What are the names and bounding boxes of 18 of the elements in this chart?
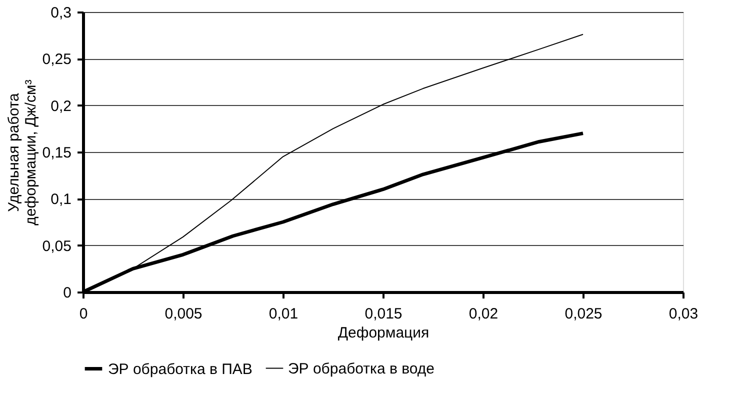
x-tick-label: 0,03 — [668, 306, 698, 322]
x-tick-label: 0,005 — [164, 306, 202, 322]
y-tick-label: 0,25 — [42, 51, 72, 68]
y-tick-label: 0,3 — [50, 4, 72, 22]
y-tick-label: 0,1 — [50, 191, 72, 208]
legend-label: ЭР обработка в ПАВ — [108, 360, 252, 378]
x-tick-label: 0,01 — [268, 306, 298, 322]
x-tick-label: 0,015 — [364, 306, 402, 322]
x-tick-label: 0,025 — [564, 306, 602, 322]
x-tick-label: 0,02 — [468, 306, 498, 322]
y-tick-label: 0 — [63, 284, 72, 302]
y-tick-label: 0,15 — [42, 144, 72, 162]
x-tick-label: 0 — [79, 306, 88, 322]
y-tick-label: 0,2 — [50, 98, 72, 115]
legend-label: ЭР обработка в воде — [288, 360, 434, 378]
x-axis-title: Деформация — [338, 324, 430, 342]
y-axis-title: Удельная работа деформации, Дж/см³ — [5, 80, 40, 226]
y-tick-label: 0,05 — [42, 238, 72, 255]
